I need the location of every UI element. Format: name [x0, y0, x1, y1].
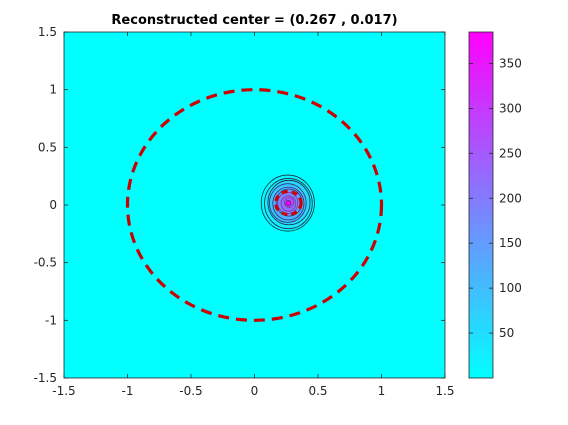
plot-frame: [63, 31, 446, 379]
chart-title: Reconstructed center = (0.267 , 0.017): [111, 13, 397, 28]
contour-lines: [260, 174, 315, 232]
contour-peak-marker: [285, 200, 292, 206]
circle-overlays: [125, 88, 384, 322]
reference-circle: [125, 88, 384, 322]
colorbar-tick-label: 150: [499, 236, 522, 250]
colorbar-ticks: 50 100 150 200 250 300 350: [469, 56, 522, 340]
colorbar-tick-label: 350: [499, 56, 522, 70]
colorbar-tick-label: 200: [499, 191, 522, 205]
plot-area: [64, 32, 445, 378]
colorbar-tick-label: 300: [499, 101, 522, 115]
colorbar-gradient: [468, 31, 494, 379]
x-tick-label: 0: [251, 384, 259, 398]
x-tick-label: -1: [122, 384, 134, 398]
colorbar-tick-label: 250: [499, 146, 522, 160]
inclusion-circle: [274, 189, 303, 217]
colorbar-tick-label: 50: [499, 326, 514, 340]
colorbar-tick-label: 100: [499, 281, 522, 295]
heatmap-background: [64, 32, 445, 378]
y-tick-label: -0.5: [34, 256, 57, 270]
y-tick-label: 1: [49, 83, 57, 97]
x-axis: -1.5 -1 -0.5 0 0.5 1 1.5: [52, 32, 455, 398]
x-tick-label: -1.5: [52, 384, 75, 398]
x-tick-label: 1.5: [435, 384, 454, 398]
y-tick-label: -1: [45, 313, 57, 327]
x-tick-label: -0.5: [179, 384, 202, 398]
y-tick-label: 0: [49, 198, 57, 212]
y-tick-label: 0.5: [38, 140, 57, 154]
x-tick-label: 0.5: [308, 384, 327, 398]
colorbar: 50 100 150 200 250 300 350: [468, 31, 522, 379]
x-tick-label: 1: [378, 384, 386, 398]
y-tick-label: -1.5: [34, 371, 57, 385]
y-tick-label: 1.5: [38, 25, 57, 39]
y-axis: 1.5 1 0.5 0 -0.5 -1 -1.5: [34, 25, 445, 385]
